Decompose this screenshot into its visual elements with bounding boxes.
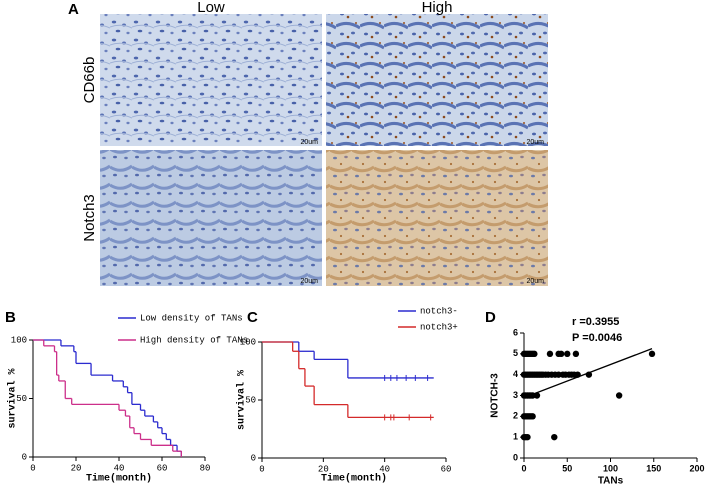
x-axis-label: Time(month) bbox=[86, 473, 152, 485]
annotation: P =0.0046 bbox=[572, 332, 622, 344]
point bbox=[529, 413, 536, 420]
point bbox=[564, 350, 571, 358]
x-tick-label: 20 bbox=[71, 463, 82, 473]
row-label: Notch3 bbox=[81, 194, 98, 242]
x-tick-label: 60 bbox=[441, 464, 452, 474]
x-tick-label: 100 bbox=[603, 463, 618, 473]
legend-label: notch3+ bbox=[420, 322, 458, 332]
y-axis-label: survival % bbox=[236, 370, 248, 430]
point bbox=[648, 350, 656, 358]
legend-label: notch3- bbox=[420, 306, 458, 316]
micrograph bbox=[100, 150, 322, 286]
y-tick-label: 100 bbox=[240, 337, 256, 347]
x-tick-label: 150 bbox=[646, 463, 661, 473]
x-axis-label: TANs bbox=[598, 476, 624, 486]
y-axis-label: survival % bbox=[7, 368, 19, 428]
scale-bar: 20um bbox=[300, 139, 318, 146]
y-tick-label: 0 bbox=[251, 453, 256, 463]
y-tick-label: 4 bbox=[513, 369, 518, 379]
y-axis-label: NOTCH-3 bbox=[490, 373, 501, 418]
y-tick-label: 100 bbox=[11, 335, 27, 345]
point bbox=[533, 392, 541, 399]
y-tick-label: 5 bbox=[513, 348, 518, 358]
x-tick-label: 40 bbox=[114, 463, 125, 473]
y-tick-label: 3 bbox=[513, 390, 518, 400]
point bbox=[574, 371, 581, 378]
y-tick-label: 1 bbox=[513, 432, 518, 442]
y-tick-label: 2 bbox=[513, 411, 518, 421]
scale-bar: 20um bbox=[300, 278, 318, 285]
scale-bar: 20um bbox=[526, 278, 544, 285]
x-tick-label: 0 bbox=[521, 463, 526, 473]
legend-label: Low density of TANs bbox=[140, 313, 243, 323]
x-tick-label: 40 bbox=[379, 464, 390, 474]
point bbox=[572, 350, 580, 358]
row-label: CD66b bbox=[81, 57, 98, 104]
x-tick-label: 80 bbox=[200, 463, 211, 473]
point bbox=[615, 392, 623, 399]
micrograph bbox=[326, 14, 548, 146]
x-tick-label: 20 bbox=[318, 464, 329, 474]
point bbox=[546, 350, 554, 358]
point bbox=[524, 433, 531, 441]
y-tick-label: 0 bbox=[513, 452, 518, 462]
x-tick-label: 0 bbox=[259, 464, 264, 474]
annotation: r =0.3955 bbox=[572, 316, 619, 328]
x-tick-label: 50 bbox=[562, 463, 572, 473]
y-tick-label: 50 bbox=[245, 395, 256, 405]
point bbox=[557, 350, 565, 358]
x-tick-label: 0 bbox=[30, 463, 35, 473]
micrograph bbox=[326, 150, 548, 286]
panel-label: B bbox=[5, 309, 16, 326]
legend-label: High density of TANs bbox=[140, 335, 248, 345]
column-label: Low bbox=[197, 0, 225, 16]
y-tick-label: 6 bbox=[513, 327, 518, 337]
panel-label: C bbox=[247, 309, 258, 326]
panel-label: D bbox=[485, 309, 496, 326]
y-tick-label: 50 bbox=[16, 394, 27, 404]
scale-bar: 20um bbox=[526, 139, 544, 146]
column-label: High bbox=[422, 0, 453, 16]
x-tick-label: 200 bbox=[689, 463, 704, 473]
y-tick-label: 0 bbox=[22, 452, 27, 462]
point bbox=[531, 350, 538, 358]
x-tick-label: 60 bbox=[157, 463, 168, 473]
x-axis-label: Time(month) bbox=[321, 473, 387, 485]
point bbox=[585, 371, 593, 378]
micrograph bbox=[100, 14, 322, 146]
panel-label: A bbox=[68, 1, 79, 18]
point bbox=[551, 433, 558, 441]
